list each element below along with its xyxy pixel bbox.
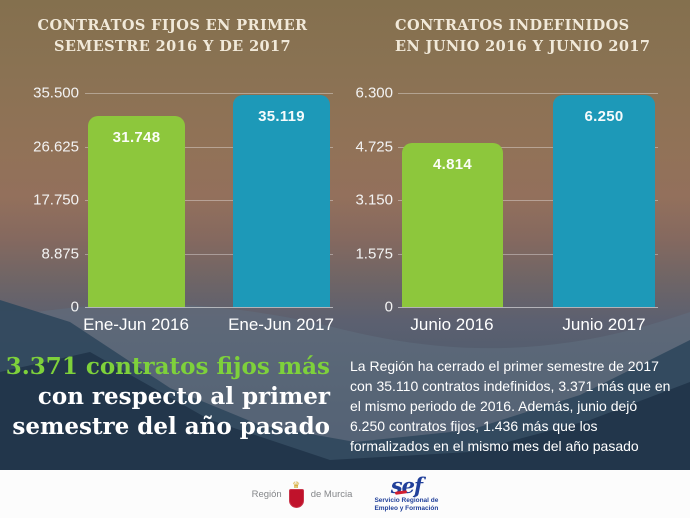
- gridline: [85, 253, 333, 255]
- plot-area: 31.748 35.119 Ene-Jun 2016 Ene-Jun 2017: [83, 93, 334, 334]
- headline-line: semestre del año pasado: [12, 413, 330, 440]
- y-axis-tick: 4.725: [355, 138, 393, 155]
- chart-title-line: SEMESTRE 2016 Y DE 2017: [53, 38, 292, 55]
- y-axis-tick: 1.575: [355, 245, 393, 262]
- gridline: [398, 200, 658, 201]
- region-de-murcia-logo: Región ♛ de Murcia: [251, 479, 353, 508]
- footer-bar: Región ♛ de Murcia sef Servicio Regional…: [0, 470, 690, 518]
- summary-text: La Región ha cerrado el primer semestre …: [350, 358, 671, 454]
- bar-value-label: 6.250: [584, 107, 624, 125]
- headline-line: con respecto al primer: [37, 383, 330, 410]
- murcia-shield-icon: ♛: [288, 479, 304, 508]
- headline-accent: 3.371 contratos fijos más: [5, 353, 330, 380]
- gridline: [398, 146, 658, 148]
- bar-ene-jun-2016: 31.748: [88, 115, 185, 307]
- gridline: [85, 93, 333, 94]
- y-axis: 6.300 4.725 3.150 1.575 0: [345, 85, 393, 316]
- plot-area: 4.814 6.250 Junio 2016 Junio 2017: [398, 93, 658, 334]
- murcia-label-left: Región: [251, 488, 282, 500]
- baseline: [398, 307, 658, 308]
- y-axis-tick: 3.150: [355, 191, 393, 209]
- murcia-label-right: de Murcia: [310, 488, 353, 500]
- sef-subtitle-line: Empleo y Formación: [374, 505, 439, 512]
- x-axis-label: Junio 2016: [410, 315, 494, 334]
- bar-ene-jun-2017: 35.119: [233, 95, 330, 307]
- sef-subtitle-line: Servicio Regional de: [374, 497, 439, 504]
- chart-title: CONTRATOS INDEFINIDOS EN JUNIO 2016 Y JU…: [395, 15, 685, 57]
- y-axis-tick: 0: [70, 298, 79, 316]
- bar-value-label: 35.119: [258, 108, 305, 126]
- chart-contratos-fijos: CONTRATOS FIJOS EN PRIMER SEMESTRE 2016 …: [0, 0, 345, 345]
- sef-wordmark: sef: [391, 475, 423, 496]
- sef-subtitle: Servicio Regional de Empleo y Formación: [374, 497, 438, 513]
- chart-title-line: CONTRATOS FIJOS EN PRIMER: [37, 17, 308, 34]
- sef-logo: sef Servicio Regional de Empleo y Formac…: [374, 475, 438, 513]
- bar-value-label: 31.748: [112, 128, 161, 146]
- y-axis-tick: 8.875: [41, 245, 79, 262]
- bar-junio-2016: 4.814: [402, 143, 503, 307]
- x-axis-label: Junio 2017: [562, 315, 646, 334]
- crown-icon: ♛: [292, 479, 301, 490]
- y-axis: 35.500 26.625 17.750 8.875 0: [0, 85, 79, 316]
- baseline: [85, 307, 333, 308]
- bar-value-label: 4.814: [432, 156, 473, 174]
- y-axis-tick: 6.300: [355, 84, 393, 102]
- headline: 3.371 contratos fijos más con respecto a…: [6, 352, 330, 442]
- chart-title-line: EN JUNIO 2016 Y JUNIO 2017: [395, 38, 651, 55]
- y-axis-tick: 35.500: [33, 84, 79, 102]
- gridline: [85, 200, 333, 201]
- bar-junio-2017: 6.250: [553, 94, 655, 307]
- y-axis-tick: 26.625: [33, 138, 79, 155]
- x-axis-label: Ene-Jun 2017: [228, 315, 334, 334]
- gridline: [398, 253, 658, 255]
- x-axis-label: Ene-Jun 2016: [83, 315, 189, 334]
- shield-icon: [288, 488, 304, 508]
- gridline: [398, 93, 658, 94]
- chart-title: CONTRATOS FIJOS EN PRIMER SEMESTRE 2016 …: [10, 15, 335, 57]
- y-axis-tick: 17.750: [33, 191, 79, 209]
- gridline: [85, 146, 333, 148]
- chart-title-line: CONTRATOS INDEFINIDOS: [395, 17, 630, 34]
- chart-contratos-indefinidos: CONTRATOS INDEFINIDOS EN JUNIO 2016 Y JU…: [345, 0, 690, 345]
- y-axis-tick: 0: [384, 298, 393, 316]
